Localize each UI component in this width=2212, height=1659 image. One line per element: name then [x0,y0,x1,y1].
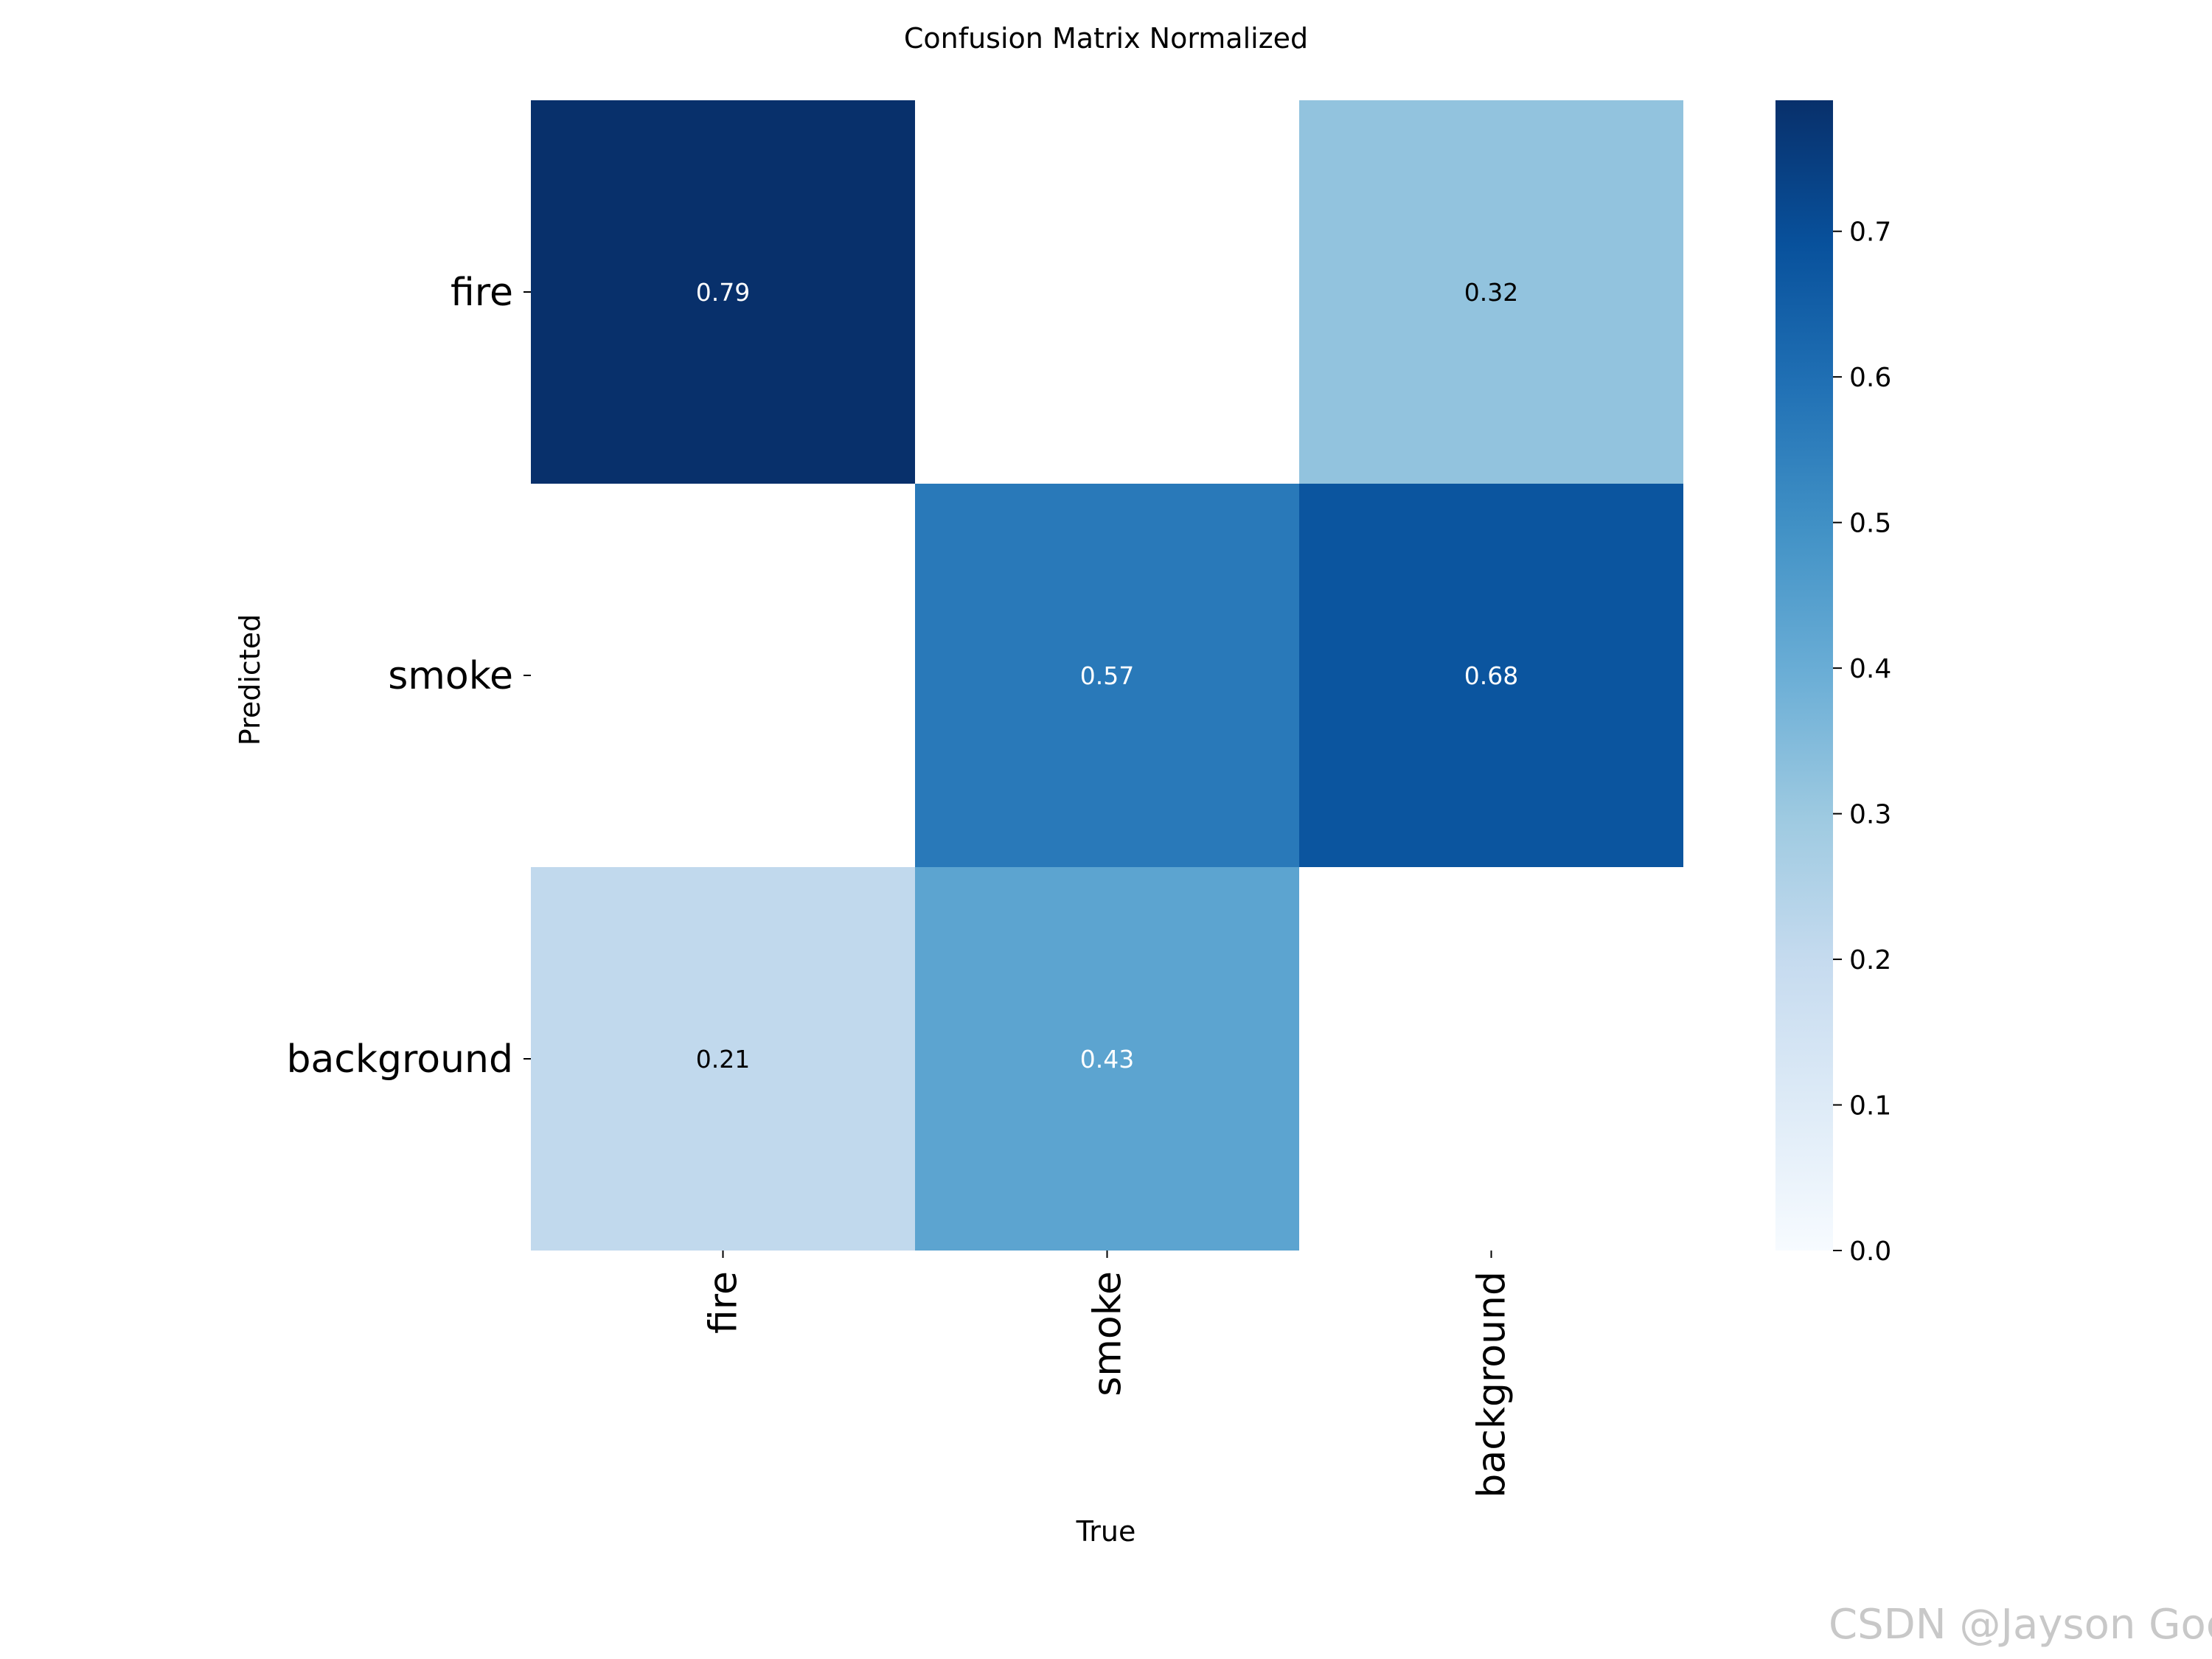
heatmap-cell-fire-background [1299,100,1683,484]
cell-value-label: 0.32 [1464,278,1518,307]
colorbar-tick-label: 0.6 [1849,363,1891,393]
y-axis: fire smoke background [286,271,531,1082]
x-axis-label: True [1076,1515,1136,1548]
chart-title: Confusion Matrix Normalized [904,22,1308,55]
colorbar-tick-label: 0.3 [1849,800,1891,830]
heatmap-cell-background-smoke [915,867,1299,1251]
colorbar-tick-label: 0.0 [1849,1237,1891,1267]
y-tick-label: fire [451,271,513,315]
heatmap-cell-background-fire [531,867,915,1251]
heatmap-cell-smoke-smoke [915,484,1299,867]
colorbar-tick-label: 0.4 [1849,654,1891,684]
cell-value-label: 0.21 [696,1045,750,1074]
colorbar [1775,100,1833,1251]
x-axis: fire smoke background [702,1251,1514,1498]
y-tick-label: smoke [388,654,513,698]
cell-value-label: 0.57 [1080,661,1134,690]
x-tick-label: background [1470,1271,1514,1498]
cell-value-label: 0.79 [696,278,750,307]
colorbar-tick-label: 0.1 [1849,1091,1891,1121]
colorbar-tick-label: 0.2 [1849,945,1891,975]
colorbar-tick-label: 0.5 [1849,509,1891,539]
heatmap-cells [531,100,1683,1251]
y-tick-label: background [286,1037,513,1082]
cell-value-label: 0.68 [1464,661,1518,690]
y-axis-label: Predicted [234,614,266,745]
colorbar-tick-label: 0.7 [1849,218,1891,248]
cell-value-label: 0.43 [1080,1045,1134,1074]
x-tick-label: smoke [1086,1271,1130,1397]
x-tick-label: fire [702,1271,746,1334]
watermark-text: CSDN @Jayson God [1829,1601,2212,1649]
heatmap-cell-labels: 0.79 0.32 0.57 0.68 0.21 0.43 [696,278,1518,1074]
heatmap-cell-smoke-background [1299,484,1683,867]
heatmap-cell-fire-fire [531,100,915,484]
colorbar-ticks: 0.0 0.1 0.2 0.3 0.4 0.5 0.6 0.7 [1833,218,1891,1267]
